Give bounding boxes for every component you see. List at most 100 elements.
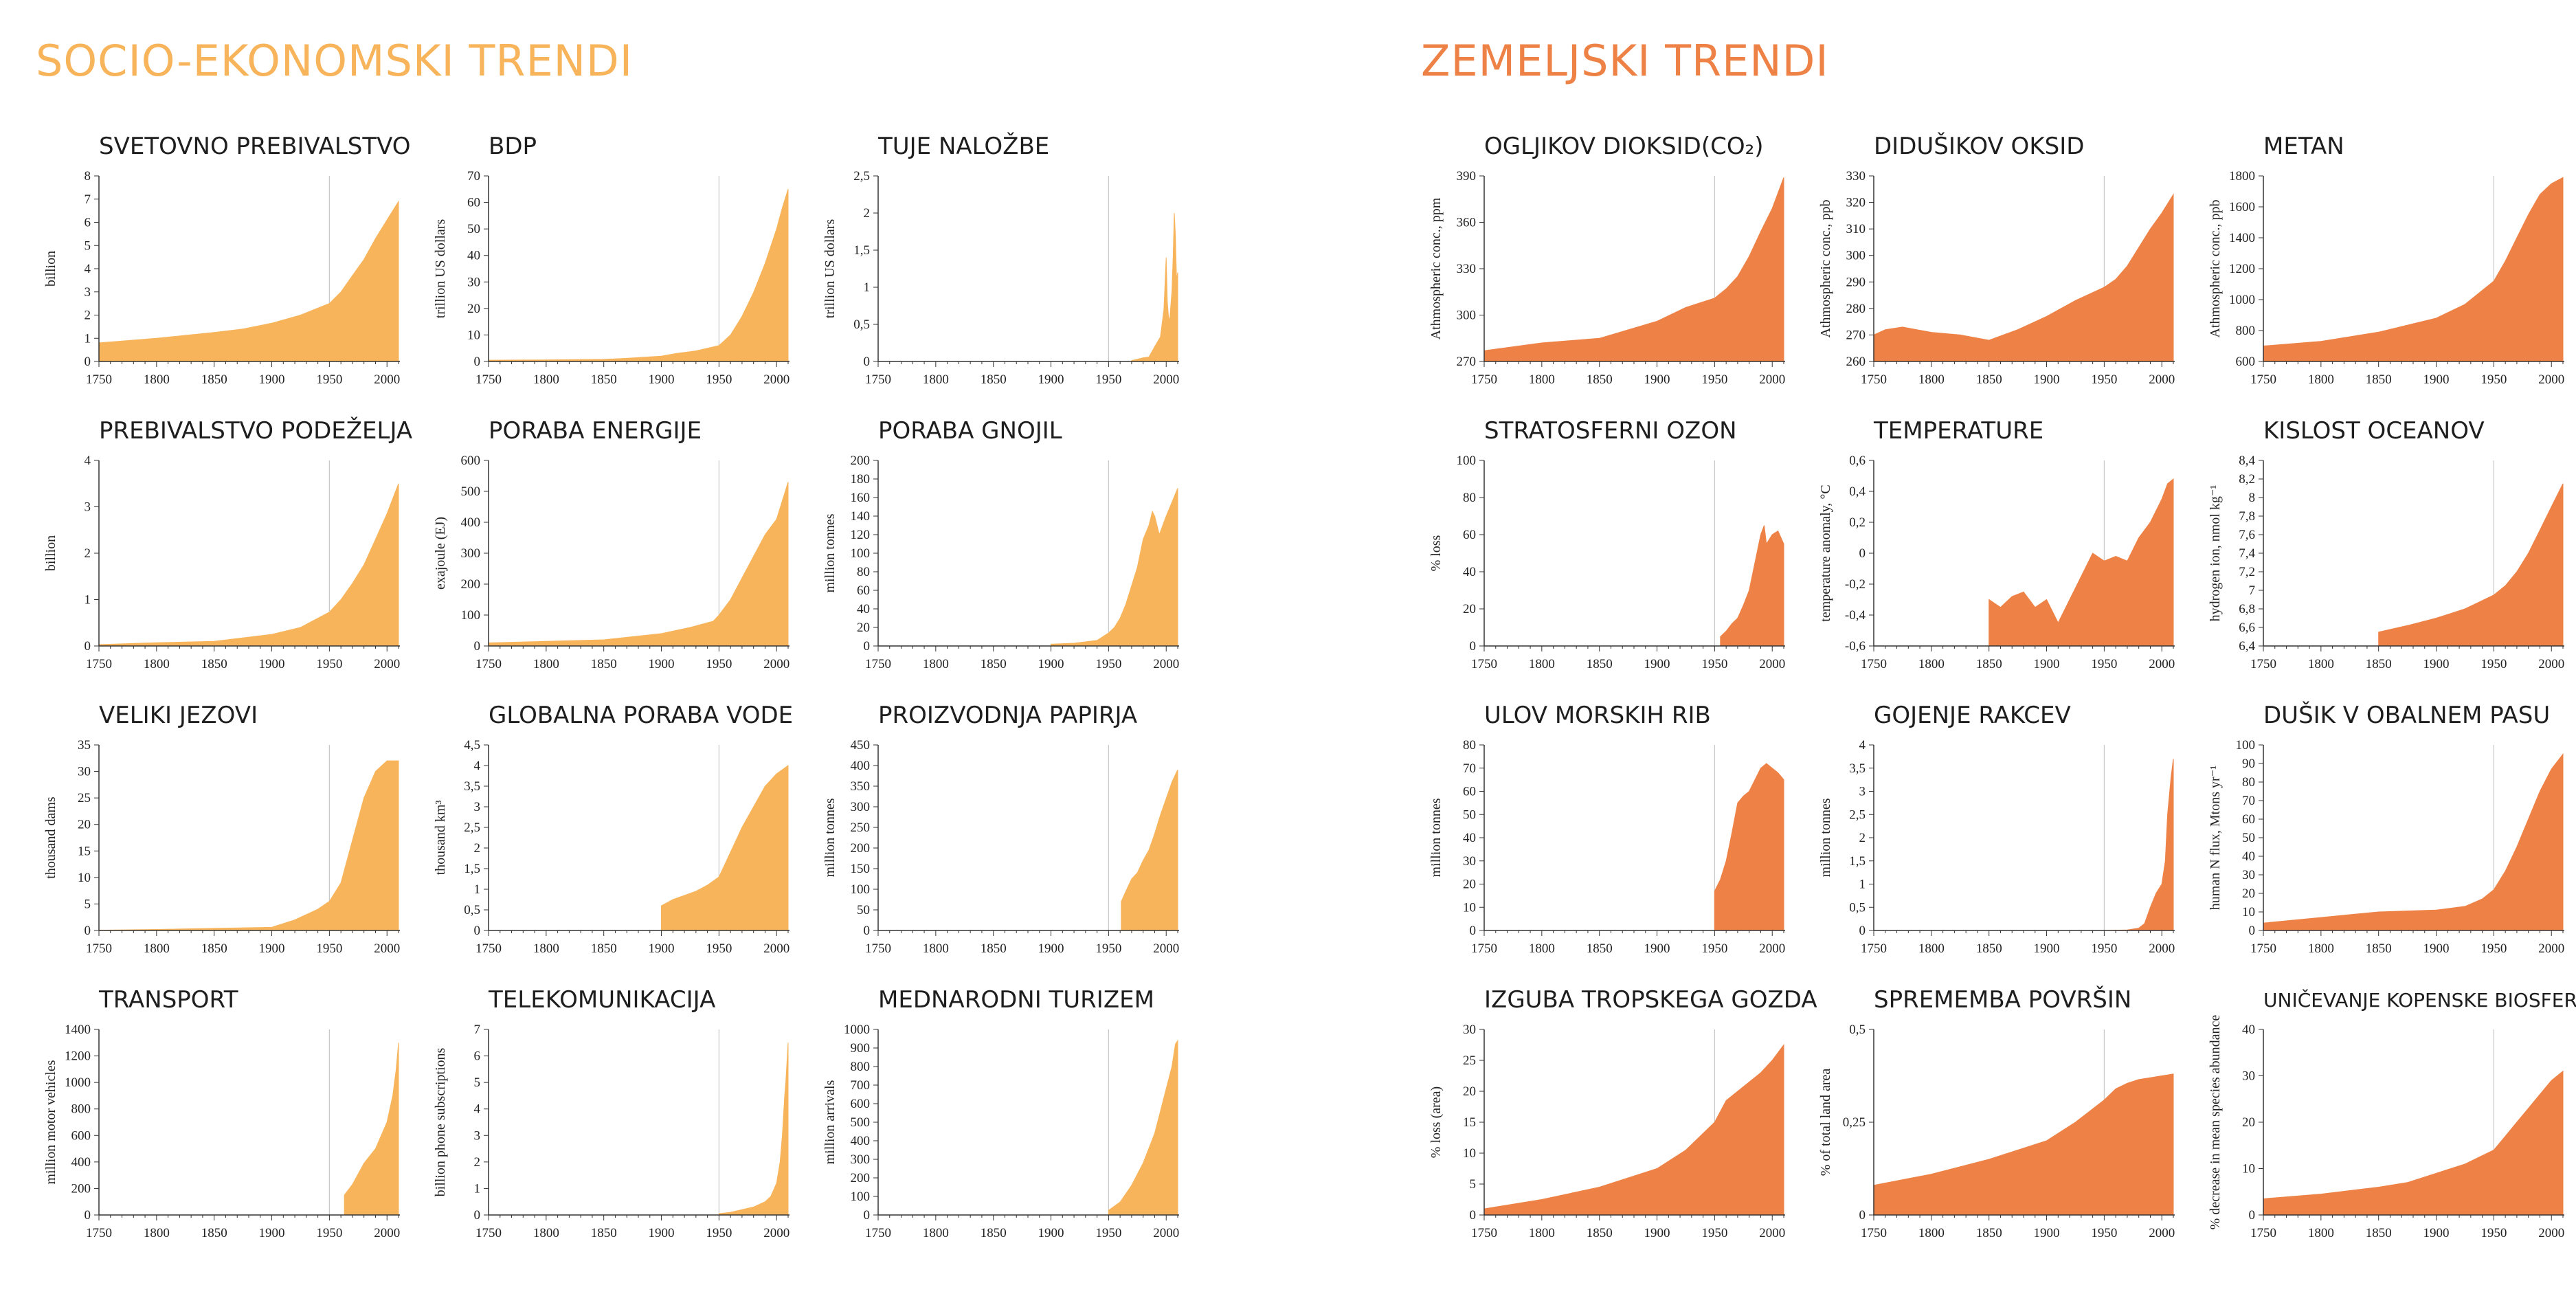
- chart-transport-x-tick-label: 1900: [259, 1226, 285, 1240]
- chart-ch4-svg: 1750 1800 1850 1900 1950 2000 600 800 1000 1200 14…: [2208, 169, 2564, 387]
- chart-ch4-y-tick-label: 800: [2236, 324, 2256, 338]
- chart-pop-x-tick-label: 1950: [316, 372, 342, 387]
- chart-fish-x-tick-label: 1850: [1587, 941, 1613, 956]
- chart-ozone-x-tick-label: 1950: [1701, 657, 1727, 671]
- chart-fdi-y-tick-label: 1,5: [853, 243, 870, 258]
- chart-tourism-x-tick-label: 2000: [1153, 1226, 1179, 1240]
- chart-ph-y-tick-label: 7,4: [2239, 546, 2255, 561]
- chart-ozone-area: [1720, 525, 1784, 647]
- chart-n2o-x-tick-label: 1900: [2034, 372, 2060, 387]
- chart-biosphere-x-tick-label: 1950: [2480, 1226, 2507, 1240]
- chart-n2o-y-tick-label: 290: [1846, 275, 1866, 289]
- chart-fert-y-tick-label: 180: [851, 472, 871, 487]
- chart-n2o-x-tick-label: 1950: [2091, 372, 2117, 387]
- chart-transport-y-tick-label: 400: [71, 1155, 91, 1170]
- chart-co2-svg: 1750 1800 1850 1900 1950 2000 270 300 330 360 390 A…: [1429, 169, 1785, 387]
- chart-transport-y-tick-label: 600: [71, 1128, 91, 1143]
- chart-fish-title: ULOV MORSKIH RIB: [1484, 702, 1711, 729]
- chart-paper-y-tick-label: 450: [851, 738, 871, 752]
- chart-telecom-y-tick-label: 0: [474, 1208, 481, 1223]
- chart-biosphere-y-tick-label: 10: [2242, 1162, 2255, 1176]
- chart-energy-panel: PORABA ENERGIJE 1750 1800 1850 1900 1950 2000 0…: [425, 285, 810, 687]
- chart-fert-area: [1051, 488, 1178, 647]
- chart-pop-y-tick-label: 2: [85, 309, 91, 323]
- chart-ozone-x-tick-label: 1900: [1644, 657, 1670, 671]
- chart-pop-x-tick-label: 1750: [86, 372, 112, 387]
- chart-transport-x-tick-label: 1800: [144, 1226, 170, 1240]
- chart-water-y-tick-label: 4,5: [464, 738, 480, 752]
- chart-ch4-y-tick-label: 600: [2236, 355, 2256, 369]
- chart-ch4-x-tick-label: 1750: [2250, 372, 2276, 387]
- chart-gdp-y-tick-label: 30: [467, 275, 480, 289]
- chart-tourism-y-tick-label: 100: [851, 1190, 871, 1204]
- chart-tourism-y-tick-label: 900: [851, 1041, 871, 1056]
- chart-fert-y-tick-label: 200: [851, 454, 871, 468]
- chart-n2o-svg: 1750 1800 1850 1900 1950 2000 260 270 280 290 300 3…: [1818, 169, 2175, 387]
- chart-co2-ylabel: Athmospheric conc., ppm: [1429, 197, 1444, 339]
- chart-landuse-title: SPREMEMBA POVRŠIN: [1874, 986, 2132, 1014]
- chart-fdi-title: TUJE NALOŽBE: [878, 133, 1050, 160]
- chart-energy-y-tick-label: 100: [461, 608, 481, 623]
- chart-forest-y-tick-label: 20: [1463, 1084, 1476, 1099]
- chart-transport-x-tick-label: 1850: [201, 1226, 227, 1240]
- chart-n2o-y-tick-label: 320: [1846, 196, 1866, 210]
- chart-energy-x-tick-label: 1800: [533, 657, 559, 671]
- chart-fdi-x-tick-label: 1850: [981, 372, 1007, 387]
- chart-paper-y-tick-label: 150: [851, 862, 871, 876]
- chart-temp-x-tick-label: 1850: [1976, 657, 2002, 671]
- chart-ph-ylabel: hydrogen ion, nmol kg⁻¹: [2208, 485, 2223, 622]
- chart-forest-y-tick-label: 25: [1463, 1053, 1476, 1068]
- chart-ch4-y-tick-label: 1200: [2229, 262, 2255, 276]
- chart-pop-area: [98, 200, 399, 362]
- chart-shrimp-x-tick-label: 1750: [1861, 941, 1887, 956]
- chart-paper-y-tick-label: 200: [851, 841, 871, 856]
- chart-dams-y-tick-label: 10: [78, 871, 91, 885]
- chart-energy-y-tick-label: 400: [461, 515, 481, 530]
- chart-pop-y-tick-label: 0: [85, 355, 91, 369]
- chart-fert-y-tick-label: 0: [864, 639, 871, 654]
- chart-water-y-tick-label: 1,5: [464, 862, 480, 876]
- chart-water-svg: 1750 1800 1850 1900 1950 2000 0 0,5 1 1,5 2 2,5 3 3,5…: [433, 738, 789, 956]
- chart-biosphere-y-tick-label: 20: [2242, 1115, 2255, 1130]
- chart-water-x-tick-label: 2000: [763, 941, 789, 956]
- chart-fert-x-tick-label: 2000: [1153, 657, 1179, 671]
- chart-gdp-svg: 1750 1800 1850 1900 1950 2000 0 10 20 30 40 50 60 70 t…: [433, 169, 789, 387]
- chart-co2-x-tick-label: 1750: [1471, 372, 1497, 387]
- chart-nitrogen-y-tick-label: 70: [2242, 794, 2255, 808]
- chart-temp-ylabel: temperature anomaly, °C: [1818, 484, 1833, 621]
- chart-transport-y-tick-label: 800: [71, 1102, 91, 1117]
- chart-ph-x-tick-label: 1800: [2308, 657, 2334, 671]
- chart-co2-y-tick-label: 390: [1457, 169, 1477, 183]
- chart-fert-x-tick-label: 1800: [923, 657, 949, 671]
- chart-fert-x-tick-label: 1900: [1038, 657, 1064, 671]
- chart-pop-x-tick-label: 1850: [201, 372, 227, 387]
- chart-dams-y-tick-label: 35: [78, 738, 91, 752]
- chart-shrimp-panel: GOJENJE RAKCEV 1750 1800 1850 1900 1950 2000 0 0…: [1811, 569, 2195, 972]
- chart-temp-svg: 1750 1800 1850 1900 1950 2000 -0,6 -0,4 -0,2 0 0,2…: [1818, 454, 2175, 671]
- chart-ph-panel: KISLOST OCEANOV 1750 1800 1850 1900 1950 2000 6…: [2200, 285, 2576, 687]
- chart-ph-area: [2378, 483, 2564, 647]
- chart-ch4-x-tick-label: 1800: [2308, 372, 2334, 387]
- chart-landuse-x-tick-label: 1750: [1861, 1226, 1887, 1240]
- chart-dams-title: VELIKI JEZOVI: [99, 702, 258, 729]
- chart-dams-y-tick-label: 0: [85, 924, 91, 938]
- chart-forest-y-tick-label: 10: [1463, 1146, 1476, 1161]
- chart-transport-svg: 1750 1800 1850 1900 1950 2000 0 200 400 600 800 100…: [43, 1023, 400, 1240]
- chart-telecom-x-tick-label: 1850: [591, 1226, 617, 1240]
- chart-shrimp-y-tick-label: 2,5: [1849, 807, 1866, 822]
- chart-ch4-y-tick-label: 1000: [2229, 293, 2255, 307]
- chart-water-y-tick-label: 1: [474, 882, 481, 897]
- chart-shrimp-x-tick-label: 1900: [2034, 941, 2060, 956]
- chart-water-y-tick-label: 3,5: [464, 779, 480, 794]
- chart-rural-x-tick-label: 1800: [144, 657, 170, 671]
- chart-rural-y-tick-label: 3: [85, 500, 91, 515]
- chart-forest-area: [1483, 1043, 1784, 1216]
- chart-rural-area: [98, 483, 399, 647]
- chart-energy-y-tick-label: 0: [474, 639, 481, 654]
- chart-n2o-y-tick-label: 270: [1846, 328, 1866, 342]
- chart-n2o-area: [1873, 193, 2174, 362]
- chart-telecom-y-tick-label: 6: [474, 1049, 481, 1064]
- chart-nitrogen-ylabel: human N flux, Mtons yr⁻¹: [2208, 766, 2223, 910]
- chart-fdi-y-tick-label: 2: [864, 206, 871, 221]
- chart-fert-ylabel: million tonnes: [822, 513, 838, 592]
